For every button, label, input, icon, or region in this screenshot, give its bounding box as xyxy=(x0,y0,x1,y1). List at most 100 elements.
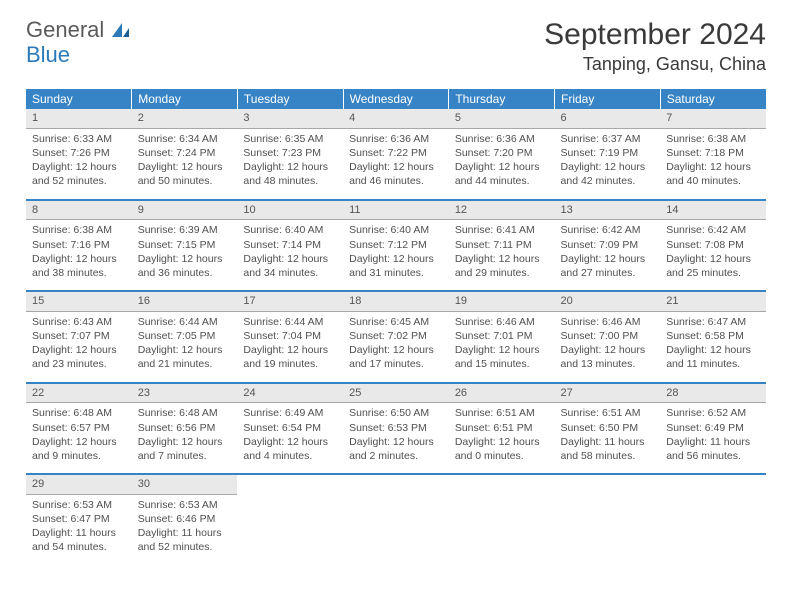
day2-line: and 11 minutes. xyxy=(666,357,760,371)
sunset-line: Sunset: 7:14 PM xyxy=(243,238,337,252)
sunset-line: Sunset: 7:18 PM xyxy=(666,146,760,160)
day-cell xyxy=(237,494,343,564)
day1-line: Daylight: 11 hours xyxy=(666,435,760,449)
sunset-line: Sunset: 6:46 PM xyxy=(138,512,232,526)
daynum-row: 15161718192021 xyxy=(26,291,766,311)
day-cell: Sunrise: 6:37 AMSunset: 7:19 PMDaylight:… xyxy=(555,128,661,199)
daynum-row: 22232425262728 xyxy=(26,383,766,403)
sunrise-line: Sunrise: 6:35 AM xyxy=(243,132,337,146)
day-content-row: Sunrise: 6:33 AMSunset: 7:26 PMDaylight:… xyxy=(26,128,766,199)
day1-line: Daylight: 12 hours xyxy=(666,160,760,174)
day1-line: Daylight: 12 hours xyxy=(561,343,655,357)
day-number: 10 xyxy=(237,200,343,220)
day-cell: Sunrise: 6:46 AMSunset: 7:01 PMDaylight:… xyxy=(449,311,555,382)
sunset-line: Sunset: 7:26 PM xyxy=(32,146,126,160)
day-number: 29 xyxy=(26,474,132,494)
day2-line: and 54 minutes. xyxy=(32,540,126,554)
sunrise-line: Sunrise: 6:44 AM xyxy=(243,315,337,329)
sunset-line: Sunset: 6:57 PM xyxy=(32,421,126,435)
day2-line: and 36 minutes. xyxy=(138,266,232,280)
day-number xyxy=(343,474,449,494)
day-content-row: Sunrise: 6:43 AMSunset: 7:07 PMDaylight:… xyxy=(26,311,766,382)
location: Tanping, Gansu, China xyxy=(544,54,766,75)
day1-line: Daylight: 12 hours xyxy=(349,435,443,449)
day-cell: Sunrise: 6:42 AMSunset: 7:08 PMDaylight:… xyxy=(660,220,766,291)
day-number: 2 xyxy=(132,109,238,128)
page-title: September 2024 xyxy=(544,18,766,52)
day-number: 12 xyxy=(449,200,555,220)
day-number: 7 xyxy=(660,109,766,128)
sunset-line: Sunset: 6:50 PM xyxy=(561,421,655,435)
day2-line: and 58 minutes. xyxy=(561,449,655,463)
weekday-header: Friday xyxy=(555,89,661,109)
sunset-line: Sunset: 7:15 PM xyxy=(138,238,232,252)
day-cell: Sunrise: 6:40 AMSunset: 7:12 PMDaylight:… xyxy=(343,220,449,291)
day-number: 17 xyxy=(237,291,343,311)
day-cell: Sunrise: 6:45 AMSunset: 7:02 PMDaylight:… xyxy=(343,311,449,382)
day1-line: Daylight: 12 hours xyxy=(455,435,549,449)
sunset-line: Sunset: 6:51 PM xyxy=(455,421,549,435)
day-number: 19 xyxy=(449,291,555,311)
day2-line: and 21 minutes. xyxy=(138,357,232,371)
day-number: 1 xyxy=(26,109,132,128)
day1-line: Daylight: 12 hours xyxy=(349,252,443,266)
day-cell: Sunrise: 6:51 AMSunset: 6:50 PMDaylight:… xyxy=(555,403,661,474)
sunset-line: Sunset: 6:54 PM xyxy=(243,421,337,435)
day-cell: Sunrise: 6:35 AMSunset: 7:23 PMDaylight:… xyxy=(237,128,343,199)
title-block: September 2024 Tanping, Gansu, China xyxy=(544,18,766,75)
day2-line: and 52 minutes. xyxy=(32,174,126,188)
day-number: 9 xyxy=(132,200,238,220)
day1-line: Daylight: 12 hours xyxy=(243,435,337,449)
day1-line: Daylight: 12 hours xyxy=(349,160,443,174)
day-cell: Sunrise: 6:44 AMSunset: 7:04 PMDaylight:… xyxy=(237,311,343,382)
day2-line: and 42 minutes. xyxy=(561,174,655,188)
calendar-table: Sunday Monday Tuesday Wednesday Thursday… xyxy=(26,89,766,565)
sunset-line: Sunset: 7:23 PM xyxy=(243,146,337,160)
sunrise-line: Sunrise: 6:45 AM xyxy=(349,315,443,329)
day2-line: and 4 minutes. xyxy=(243,449,337,463)
day-cell: Sunrise: 6:39 AMSunset: 7:15 PMDaylight:… xyxy=(132,220,238,291)
sunrise-line: Sunrise: 6:48 AM xyxy=(138,406,232,420)
sunset-line: Sunset: 7:01 PM xyxy=(455,329,549,343)
day-cell: Sunrise: 6:42 AMSunset: 7:09 PMDaylight:… xyxy=(555,220,661,291)
day1-line: Daylight: 12 hours xyxy=(666,343,760,357)
day1-line: Daylight: 12 hours xyxy=(32,252,126,266)
day-cell: Sunrise: 6:53 AMSunset: 6:47 PMDaylight:… xyxy=(26,494,132,564)
sunrise-line: Sunrise: 6:48 AM xyxy=(32,406,126,420)
sunrise-line: Sunrise: 6:50 AM xyxy=(349,406,443,420)
day-number: 15 xyxy=(26,291,132,311)
day-number: 22 xyxy=(26,383,132,403)
day-cell xyxy=(449,494,555,564)
sunrise-line: Sunrise: 6:47 AM xyxy=(666,315,760,329)
sunset-line: Sunset: 7:24 PM xyxy=(138,146,232,160)
day2-line: and 19 minutes. xyxy=(243,357,337,371)
day-number: 14 xyxy=(660,200,766,220)
weekday-header-row: Sunday Monday Tuesday Wednesday Thursday… xyxy=(26,89,766,109)
day2-line: and 34 minutes. xyxy=(243,266,337,280)
sunset-line: Sunset: 7:11 PM xyxy=(455,238,549,252)
sunrise-line: Sunrise: 6:40 AM xyxy=(349,223,443,237)
sunset-line: Sunset: 6:56 PM xyxy=(138,421,232,435)
day2-line: and 23 minutes. xyxy=(32,357,126,371)
day-cell: Sunrise: 6:48 AMSunset: 6:57 PMDaylight:… xyxy=(26,403,132,474)
day2-line: and 0 minutes. xyxy=(455,449,549,463)
logo-line2: Blue xyxy=(26,42,70,67)
day1-line: Daylight: 12 hours xyxy=(666,252,760,266)
sunset-line: Sunset: 7:22 PM xyxy=(349,146,443,160)
day-number: 30 xyxy=(132,474,238,494)
sunrise-line: Sunrise: 6:51 AM xyxy=(561,406,655,420)
sunset-line: Sunset: 7:07 PM xyxy=(32,329,126,343)
day-cell: Sunrise: 6:50 AMSunset: 6:53 PMDaylight:… xyxy=(343,403,449,474)
day-cell: Sunrise: 6:38 AMSunset: 7:18 PMDaylight:… xyxy=(660,128,766,199)
sunrise-line: Sunrise: 6:52 AM xyxy=(666,406,760,420)
sunrise-line: Sunrise: 6:34 AM xyxy=(138,132,232,146)
day1-line: Daylight: 12 hours xyxy=(455,252,549,266)
daynum-row: 891011121314 xyxy=(26,200,766,220)
day2-line: and 15 minutes. xyxy=(455,357,549,371)
day-cell: Sunrise: 6:51 AMSunset: 6:51 PMDaylight:… xyxy=(449,403,555,474)
day-cell: Sunrise: 6:44 AMSunset: 7:05 PMDaylight:… xyxy=(132,311,238,382)
sunrise-line: Sunrise: 6:41 AM xyxy=(455,223,549,237)
day-number: 28 xyxy=(660,383,766,403)
day1-line: Daylight: 12 hours xyxy=(243,343,337,357)
daynum-row: 2930 xyxy=(26,474,766,494)
